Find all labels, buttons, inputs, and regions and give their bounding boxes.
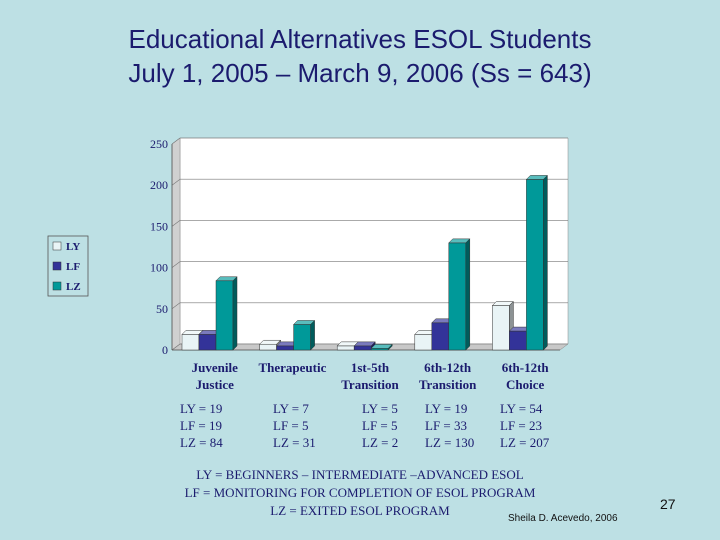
gridline-diag: [171, 343, 181, 351]
bar-front: [293, 324, 311, 351]
legend-label-ly: LY: [66, 241, 80, 253]
count-group-6th-12th-transition: LY = 19 LF = 33 LZ = 130: [425, 400, 474, 451]
x-tick-label: Juvenile: [192, 360, 238, 375]
bar-side: [232, 276, 238, 351]
gridline-diag: [171, 137, 181, 145]
title-line-2: July 1, 2005 – March 9, 2006 (Ss = 643): [128, 58, 592, 88]
bar-front: [414, 334, 433, 351]
bar-front: [431, 322, 450, 351]
bar-front: [259, 343, 277, 351]
bar-front: [492, 305, 510, 351]
count-lz: LZ = 31: [273, 435, 316, 450]
count-lz: LZ = 84: [180, 435, 223, 450]
bar-side: [387, 343, 393, 351]
count-lf: LF = 19: [180, 418, 223, 433]
count-ly: LY = 5: [362, 401, 398, 416]
bar-lz: [525, 174, 549, 351]
legend-swatch-lz: [52, 281, 62, 291]
bar-front: [526, 179, 544, 351]
bar-side: [310, 319, 315, 351]
count-lf: LF = 5: [273, 418, 309, 433]
bar-lz: [448, 238, 471, 351]
x-tick-label: Choice: [506, 377, 545, 392]
author-credit: Sheila D. Acevedo, 2006: [508, 513, 618, 524]
count-ly: LY = 19: [425, 401, 468, 416]
x-tick-label: 6th-12th: [502, 360, 550, 375]
x-tick-label: Transition: [341, 377, 399, 392]
bar-front: [353, 345, 372, 351]
count-lz: LZ = 207: [500, 435, 550, 450]
bar-front: [509, 330, 527, 351]
bar-front: [198, 334, 217, 351]
legend-swatch-lf: [52, 261, 62, 271]
count-group-1st-5th-transition: LY = 5 LF = 5 LZ = 2: [362, 400, 398, 451]
legend-label-lf: LF: [66, 261, 80, 273]
y-tick-label: 100: [150, 261, 168, 275]
x-tick-label: 6th-12th: [424, 360, 472, 375]
count-group-juvenile-justice: LY = 19 LF = 19 LZ = 84: [180, 400, 223, 451]
title-line-1: Educational Alternatives ESOL Students: [128, 24, 592, 54]
count-group-therapeutic: LY = 7 LF = 5 LZ = 31: [273, 400, 316, 451]
legend-swatch-ly: [52, 241, 62, 251]
count-lf: LF = 33: [425, 418, 468, 433]
y-tick-label: 250: [150, 137, 168, 151]
bar-front: [276, 345, 294, 351]
y-tick-label: 0: [162, 343, 168, 357]
bar-front: [181, 334, 200, 351]
count-ly: LY = 19: [180, 401, 223, 416]
count-ly: LY = 54: [500, 401, 543, 416]
chart-legend: LY LF LZ: [47, 235, 89, 297]
count-lf: LF = 5: [362, 418, 398, 433]
gridline-diag: [171, 302, 181, 310]
legend-label-lz: LZ: [66, 281, 81, 293]
bar-lz: [292, 319, 316, 351]
gridline-diag: [171, 261, 181, 268]
bar-front: [448, 242, 467, 351]
bar-lz: [215, 276, 238, 351]
bar-front: [215, 280, 234, 351]
bar-side: [465, 238, 471, 351]
bar-ly: [491, 300, 515, 351]
gridline-diag: [171, 178, 181, 186]
bar-lz: [370, 343, 393, 351]
chart-side-wall: [171, 137, 181, 351]
note-lz: LZ = EXITED ESOL PROGRAM: [270, 503, 450, 518]
gridline-diag: [171, 220, 181, 227]
y-tick-label: 50: [156, 302, 168, 316]
page-number: 27: [660, 496, 676, 512]
note-ly: LY = BEGINNERS – INTERMEDIATE –ADVANCED …: [196, 467, 524, 482]
x-tick-label: Transition: [419, 377, 477, 392]
y-tick-label: 200: [150, 178, 168, 192]
x-tick-label: Justice: [196, 377, 235, 392]
count-lz: LZ = 2: [362, 435, 399, 450]
x-tick-label: 1st-5th: [351, 360, 390, 375]
legend-notes: LY = BEGINNERS – INTERMEDIATE –ADVANCED …: [150, 466, 570, 520]
bar-side: [543, 174, 548, 351]
note-lf: LF = MONITORING FOR COMPLETION OF ESOL P…: [184, 485, 536, 500]
bar-front: [336, 345, 355, 351]
count-lf: LF = 23: [500, 418, 543, 433]
x-tick-label: Therapeutic: [258, 360, 326, 375]
count-lz: LZ = 130: [425, 435, 475, 450]
count-ly: LY = 7: [273, 401, 309, 416]
y-tick-label: 150: [150, 219, 168, 233]
count-group-6th-12th-choice: LY = 54 LF = 23 LZ = 207: [500, 400, 549, 451]
